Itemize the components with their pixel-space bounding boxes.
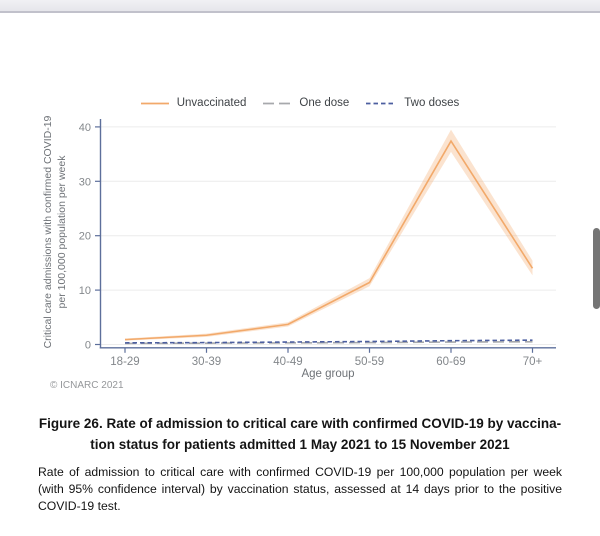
series-line-two-doses: [124, 339, 533, 344]
figure-title-line2: tion status for patients admitted 1 May …: [90, 437, 510, 452]
legend-label-unvaccinated: Unvaccinated: [176, 97, 247, 109]
copyright-note: © ICNARC 2021: [50, 380, 124, 391]
figure-description: Rate of admission to critical care with …: [38, 465, 562, 513]
figure-caption: Figure 26. Rate of admission to critical…: [0, 413, 600, 515]
y-axis-title-line2: per 100,000 population per week: [56, 155, 68, 309]
legend-item-unvaccinated: Unvaccinated: [140, 97, 247, 109]
chart-plot: 0 10 20 30 40 18-29 30-39 40-49 50-59 60-69 70+: [79, 119, 556, 368]
y-tick-label: 20: [79, 231, 91, 243]
legend-item-two-doses: Two doses: [366, 97, 459, 109]
series-line-unvaccinated: [124, 139, 534, 341]
x-tick-label: 50-59: [355, 356, 384, 368]
scrollbar-thumb[interactable]: [593, 228, 600, 309]
two-doses-line-swatch-icon: [366, 102, 397, 104]
chart-legend: Unvaccinated One dose Two doses: [0, 97, 600, 109]
figure-26-chart: 0 10 20 30 40 18-29 30-39 40-49 50-59 60-69 70+ Un…: [0, 13, 600, 413]
figure-title-line1: Figure 26. Rate of admission to critical…: [38, 416, 562, 431]
x-tick-label: 60-69: [436, 356, 465, 368]
x-tick-label: 18-29: [110, 356, 139, 368]
x-tick-label: 70+: [523, 356, 543, 368]
confidence-band: [125, 129, 533, 341]
figure-title: Figure 26. Rate of admission to critical…: [30, 413, 570, 455]
y-tick-label: 0: [85, 340, 91, 352]
x-tick-label: 40-49: [273, 356, 302, 368]
y-tick-label: 30: [79, 176, 91, 188]
y-tick-label: 40: [79, 122, 91, 134]
y-tick-label: 10: [79, 285, 91, 297]
one-dose-line-swatch-icon: [263, 102, 292, 104]
x-axis-title: Age group: [301, 368, 355, 380]
legend-label-two-doses: Two doses: [404, 97, 460, 109]
y-axis-title-line1: Critical care admissions with confirmed …: [42, 115, 54, 349]
viewer-top-bar: [0, 0, 600, 13]
unvaccinated-line-swatch-icon: [140, 102, 169, 104]
legend-label-one-dose: One dose: [299, 97, 350, 109]
x-tick-label: 30-39: [192, 356, 221, 368]
legend-item-one-dose: One dose: [263, 97, 349, 109]
